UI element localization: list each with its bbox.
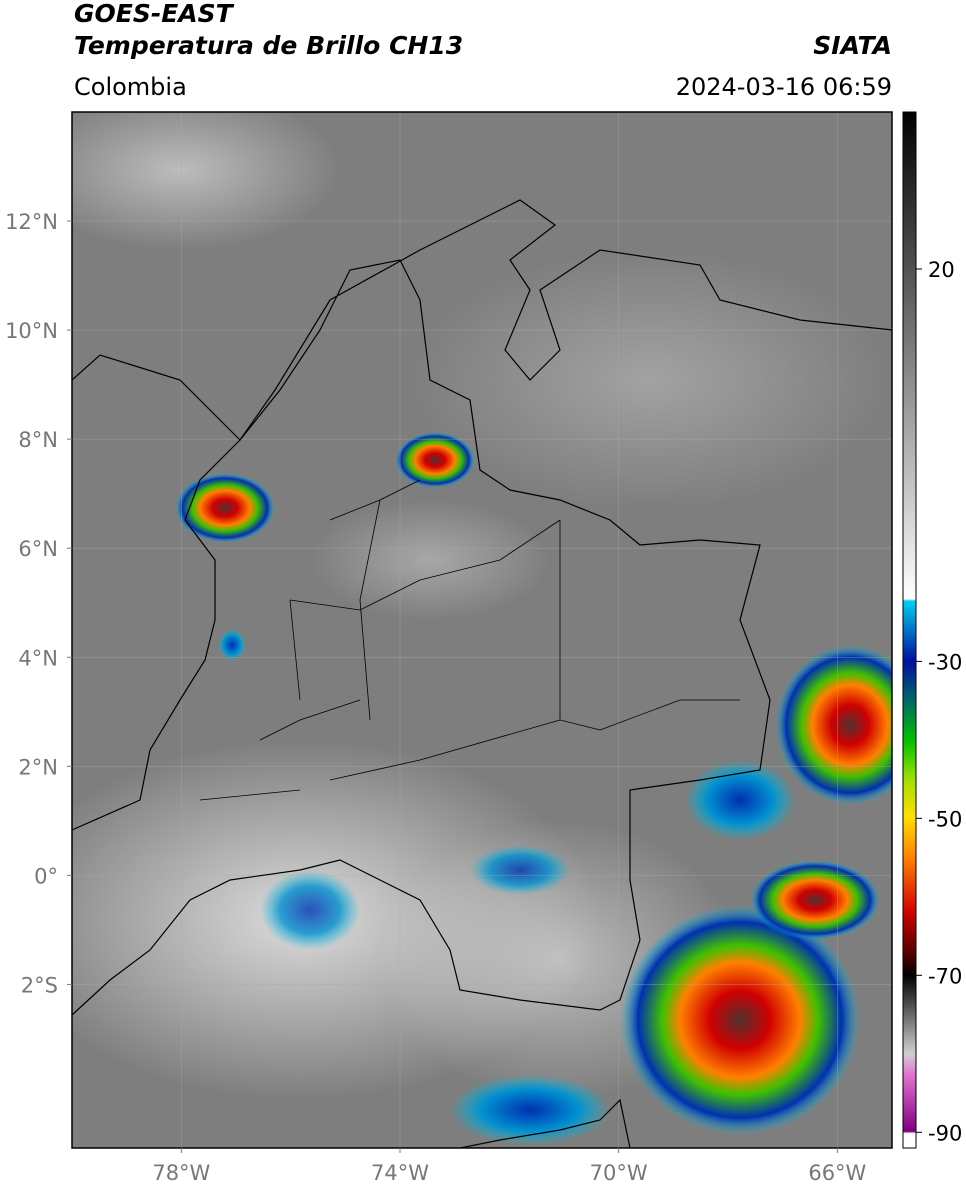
colorbar-label: -90 [928, 1121, 962, 1145]
y-tick-label: 12°N [5, 210, 58, 234]
cold-cloud [470, 845, 570, 895]
storm-cell [775, 645, 892, 805]
y-tick-label: 2°N [18, 755, 58, 779]
storm-cell [175, 473, 275, 543]
colorbar-label: 20 [928, 258, 955, 282]
y-tick-label: 2°S [21, 973, 58, 997]
national-border [459, 1098, 631, 1148]
storm-cell [395, 432, 475, 488]
datetime: 2024-03-16 06:59 [676, 73, 892, 101]
x-tick-label: 74°W [371, 1161, 429, 1185]
x-tick-label: 70°W [590, 1161, 648, 1185]
borders [72, 199, 892, 1148]
cold-cloud [218, 629, 246, 661]
colorbar-label: -30 [928, 650, 962, 674]
y-tick-label: 6°N [18, 537, 58, 561]
cloud [310, 500, 550, 620]
storm-cell [750, 860, 880, 940]
cold-cloud [260, 870, 360, 950]
department-borders [199, 479, 740, 801]
subtitle: Temperatura de Brillo CH13 [74, 31, 463, 60]
national-border [72, 259, 771, 1016]
y-tick-label: 0° [34, 864, 58, 888]
imagery [72, 112, 892, 1148]
colorbar [902, 111, 917, 1149]
y-tick-label: 10°N [5, 319, 58, 343]
y-tick-label: 4°N [18, 646, 58, 670]
cloud [410, 250, 890, 510]
coastline [72, 439, 241, 831]
storm-cell [620, 905, 860, 1135]
grid [72, 112, 892, 1148]
cloud [72, 112, 340, 250]
colorbar-label: -70 [928, 964, 962, 988]
region: Colombia [74, 73, 187, 101]
source: SIATA [813, 31, 892, 60]
x-tick-label: 66°W [808, 1161, 866, 1185]
colorbar-label: -50 [928, 807, 962, 831]
title: GOES-EAST [74, 0, 235, 28]
cold-cloud [685, 760, 795, 840]
map-frame [71, 111, 893, 1149]
x-tick-label: 78°W [152, 1161, 210, 1185]
ticks: 78°W 74°W 70°W 66°W 12°N 10°N 8°N 6°N 4°N 2°N 0° 2°… [5, 210, 962, 1185]
coastline [72, 199, 892, 441]
y-tick-label: 8°N [18, 428, 58, 452]
